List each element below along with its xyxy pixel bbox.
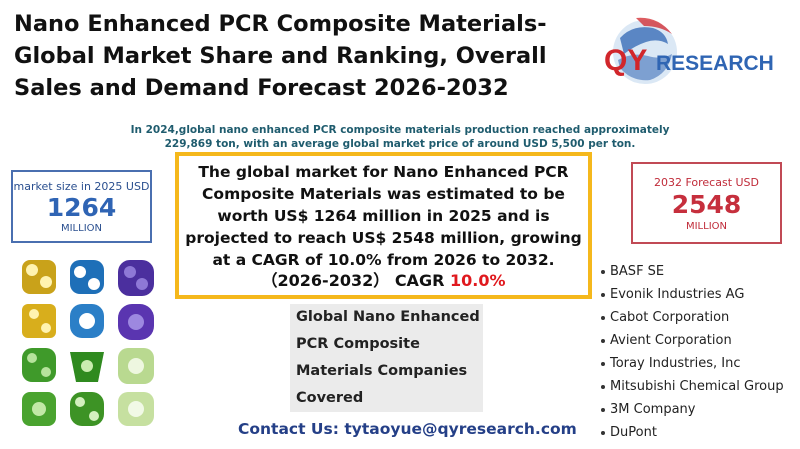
logo-research-text: RESEARCH: [656, 52, 774, 75]
list-item: Mitsubishi Chemical Group: [601, 375, 784, 398]
company-name: 3M Company: [610, 402, 696, 417]
structure-yellow-2-icon: [22, 304, 56, 338]
page-title: Nano Enhanced PCR Composite Materials- G…: [14, 8, 574, 104]
list-item: 3M Company: [601, 398, 784, 421]
intro-text: In 2024,global nano enhanced PCR composi…: [120, 123, 680, 151]
bullet-icon: [601, 361, 605, 366]
list-item: DuPont: [601, 421, 784, 444]
list-item: Evonik Industries AG: [601, 283, 784, 306]
bullet-icon: [601, 269, 605, 274]
companies-box-line-2: PCR Composite: [296, 336, 420, 352]
company-name: Mitsubishi Chemical Group: [610, 379, 784, 394]
structure-green-1-icon: [22, 348, 56, 382]
company-name: Evonik Industries AG: [610, 287, 745, 302]
qyresearch-logo: QY RESEARCH: [598, 8, 798, 108]
list-item: Toray Industries, Inc: [601, 352, 784, 375]
title-line-2: Global Market Share and Ranking, Overall: [14, 43, 547, 69]
market-size-unit: MILLION: [60, 223, 103, 234]
intro-line-1: In 2024,global nano enhanced PCR composi…: [130, 124, 670, 136]
companies-box-line-4: Covered: [296, 390, 364, 406]
bullet-icon: [601, 384, 605, 389]
logo-qy-text: QY: [604, 44, 647, 77]
contact-email-link[interactable]: Contact Us: tytaoyue@qyresearch.com: [238, 420, 577, 438]
structure-yellow-1-icon: [22, 260, 56, 294]
companies-box-line-3: Materials Companies: [296, 363, 468, 379]
structure-green-4-icon: [70, 392, 104, 426]
material-structures-image: [18, 256, 162, 430]
bullet-icon: [601, 338, 605, 343]
forecast-label: 2032 Forecast USD: [653, 176, 760, 189]
bullet-icon: [601, 430, 605, 435]
structure-purple-1-icon: [118, 260, 154, 296]
cagr-value: 10.0%: [449, 271, 506, 290]
company-name: Toray Industries, Inc: [610, 356, 741, 371]
forecast-box: 2032 Forecast USD 2548 MILLION: [631, 162, 782, 244]
forecast-value: 2548: [671, 190, 742, 219]
structure-blue-2-icon: [70, 304, 104, 338]
cagr-line: （2026-2032） CAGR 10.0%: [179, 271, 588, 291]
structure-green-2-icon: [70, 352, 104, 382]
companies-box-line-1: Global Nano Enhanced: [296, 309, 480, 325]
structure-blue-1-icon: [70, 260, 104, 294]
companies-covered-box: Global Nano Enhanced PCR Composite Mater…: [290, 304, 483, 412]
title-line-3: Sales and Demand Forecast 2026-2032: [14, 75, 509, 101]
cagr-period: （2026-2032）: [261, 271, 390, 290]
bullet-icon: [601, 315, 605, 320]
intro-line-2: 229,869 ton, with an average global mark…: [164, 138, 636, 150]
summary-text: The global market for Nano Enhanced PCR …: [185, 163, 582, 269]
forecast-unit: MILLION: [685, 221, 728, 232]
market-size-label: market size in 2025 USD: [13, 180, 150, 193]
company-name: DuPont: [610, 425, 657, 440]
company-name: Avient Corporation: [610, 333, 732, 348]
market-size-value: 1264: [46, 193, 117, 222]
market-size-box: market size in 2025 USD 1264 MILLION: [11, 170, 152, 243]
company-list: BASF SE Evonik Industries AG Cabot Corpo…: [601, 260, 784, 444]
company-name: Cabot Corporation: [610, 310, 730, 325]
structure-lightgreen-1-icon: [118, 348, 154, 384]
list-item: BASF SE: [601, 260, 784, 283]
globe-icon: QY RESEARCH: [604, 17, 774, 84]
structure-purple-2-icon: [118, 304, 154, 340]
bullet-icon: [601, 407, 605, 412]
bullet-icon: [601, 292, 605, 297]
structure-lightgreen-2-icon: [118, 392, 154, 426]
structure-green-3-icon: [22, 392, 56, 426]
company-name: BASF SE: [610, 264, 665, 279]
cagr-label: CAGR: [394, 271, 445, 290]
title-line-1: Nano Enhanced PCR Composite Materials-: [14, 11, 547, 37]
list-item: Avient Corporation: [601, 329, 784, 352]
summary-box: The global market for Nano Enhanced PCR …: [175, 152, 592, 299]
list-item: Cabot Corporation: [601, 306, 784, 329]
